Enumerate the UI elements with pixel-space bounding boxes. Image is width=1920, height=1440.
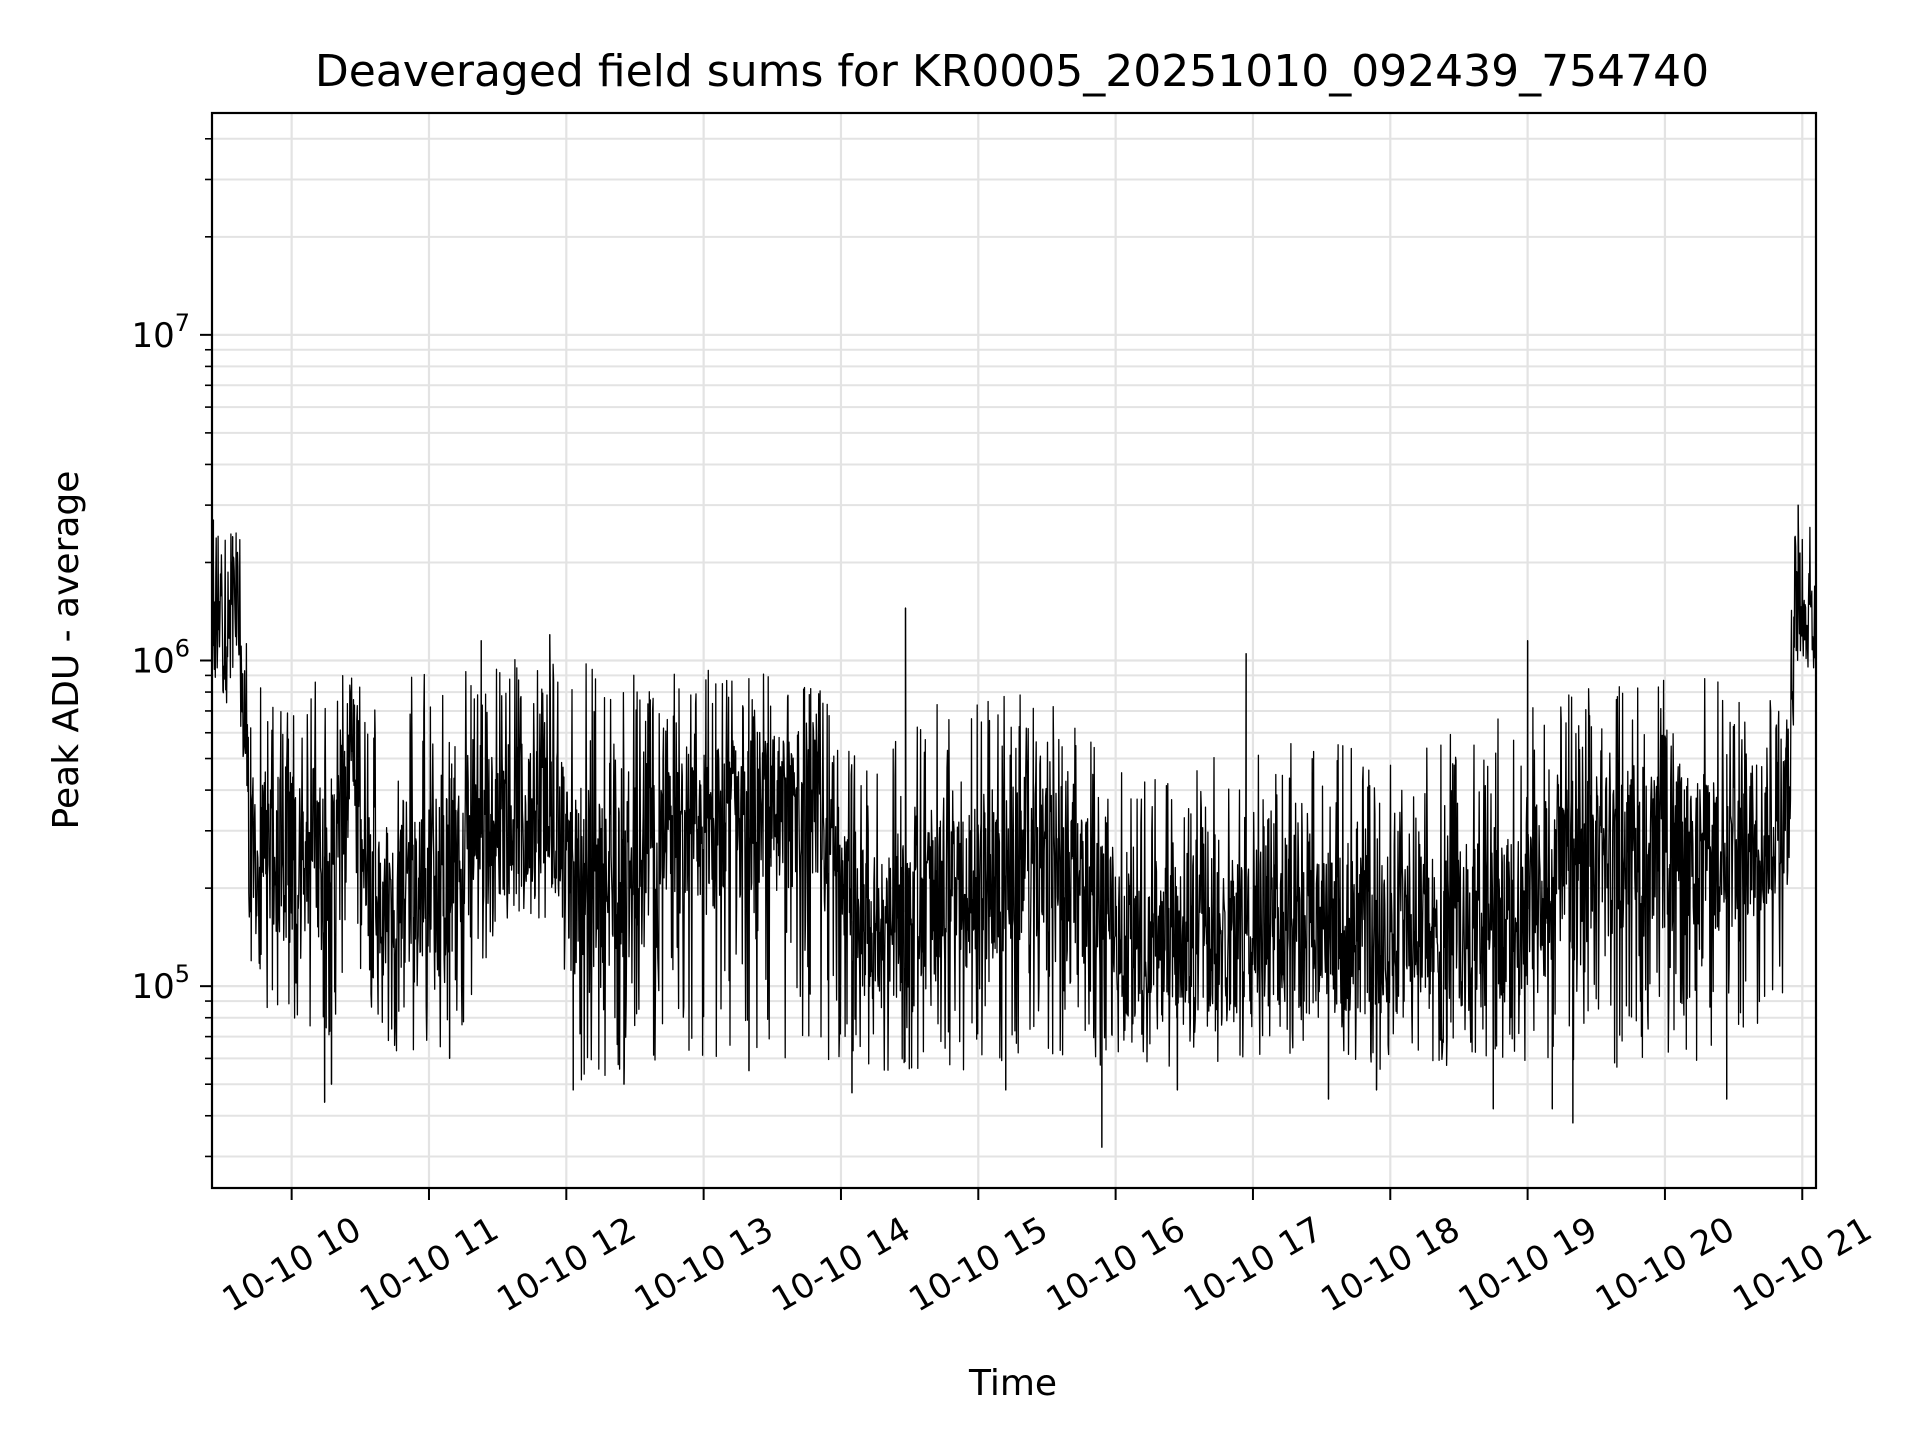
y-tick-exponent: 7 [175, 309, 190, 337]
plot-frame [210, 111, 1818, 1190]
y-axis-label: Peak ADU - average [46, 471, 87, 830]
x-axis-label: Time [968, 1363, 1057, 1404]
series-group [212, 504, 1816, 1148]
series-line [212, 504, 1816, 1148]
y-tick-exponent: 5 [175, 960, 190, 988]
y-tick-exponent: 6 [175, 635, 190, 663]
chart-title: Deaveraged field sums for KR0005_2025101… [315, 46, 1709, 97]
